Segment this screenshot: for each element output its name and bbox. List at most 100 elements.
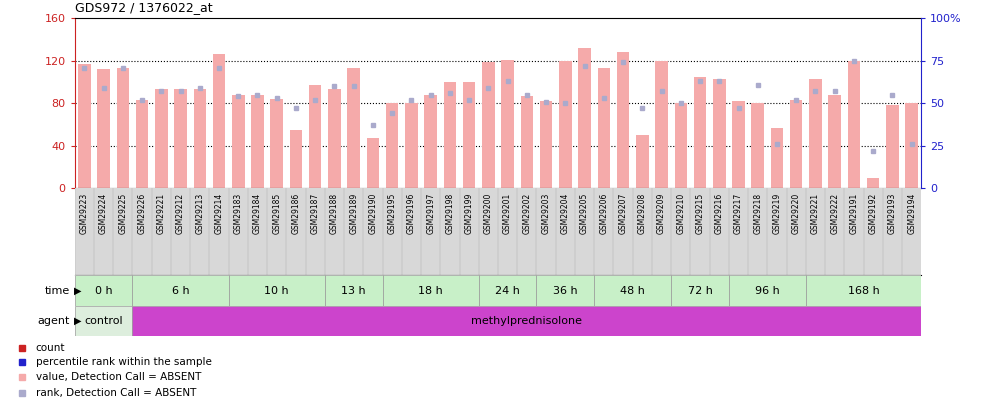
Bar xyxy=(193,90,206,188)
Text: GSM29213: GSM29213 xyxy=(195,193,204,234)
Text: 18 h: 18 h xyxy=(418,286,443,296)
Text: percentile rank within the sample: percentile rank within the sample xyxy=(36,357,211,367)
Bar xyxy=(752,103,764,188)
Text: GSM29224: GSM29224 xyxy=(99,193,108,234)
Text: control: control xyxy=(85,316,123,326)
Text: GSM29207: GSM29207 xyxy=(619,193,627,234)
Bar xyxy=(251,95,264,188)
Text: ▶: ▶ xyxy=(74,286,82,296)
Text: 36 h: 36 h xyxy=(553,286,578,296)
Bar xyxy=(537,275,595,306)
Bar xyxy=(75,275,132,306)
Text: GSM29183: GSM29183 xyxy=(234,193,243,234)
Text: GSM29184: GSM29184 xyxy=(253,193,262,234)
Text: GSM29221: GSM29221 xyxy=(811,193,820,234)
Text: GSM29226: GSM29226 xyxy=(137,193,146,234)
Bar xyxy=(579,48,591,188)
Text: GSM29204: GSM29204 xyxy=(561,193,570,234)
Bar xyxy=(790,100,803,188)
Text: 72 h: 72 h xyxy=(687,286,712,296)
Text: GSM29200: GSM29200 xyxy=(484,193,493,234)
Text: GSM29195: GSM29195 xyxy=(387,193,396,234)
Text: GSM29219: GSM29219 xyxy=(773,193,782,234)
Text: GSM29220: GSM29220 xyxy=(792,193,801,234)
Text: GSM29193: GSM29193 xyxy=(888,193,897,234)
Bar xyxy=(155,90,167,188)
Text: GSM29190: GSM29190 xyxy=(369,193,377,234)
Bar xyxy=(905,103,918,188)
Bar xyxy=(806,275,921,306)
Text: GSM29198: GSM29198 xyxy=(445,193,454,234)
Bar xyxy=(674,103,687,188)
Bar xyxy=(117,68,129,188)
Text: GSM29222: GSM29222 xyxy=(831,193,840,234)
Bar xyxy=(367,139,379,188)
Bar xyxy=(382,275,479,306)
Text: GDS972 / 1376022_at: GDS972 / 1376022_at xyxy=(75,1,212,14)
Bar xyxy=(886,105,898,188)
Bar xyxy=(229,275,325,306)
Text: 6 h: 6 h xyxy=(171,286,189,296)
Bar xyxy=(867,178,879,188)
Text: agent: agent xyxy=(37,316,70,326)
Text: GSM29212: GSM29212 xyxy=(176,193,185,234)
Text: time: time xyxy=(45,286,70,296)
Bar xyxy=(501,60,514,188)
Bar xyxy=(424,95,437,188)
Text: GSM29185: GSM29185 xyxy=(272,193,281,234)
Bar xyxy=(463,82,475,188)
Bar xyxy=(78,64,91,188)
Bar xyxy=(559,61,572,188)
Text: GSM29189: GSM29189 xyxy=(350,193,359,234)
Text: GSM29218: GSM29218 xyxy=(753,193,762,234)
Text: GSM29209: GSM29209 xyxy=(657,193,666,234)
Text: GSM29188: GSM29188 xyxy=(330,193,339,234)
Text: GSM29197: GSM29197 xyxy=(426,193,435,234)
Text: GSM29215: GSM29215 xyxy=(695,193,704,234)
Bar xyxy=(132,275,229,306)
Text: GSM29192: GSM29192 xyxy=(869,193,877,234)
Bar xyxy=(479,275,537,306)
Text: rank, Detection Call = ABSENT: rank, Detection Call = ABSENT xyxy=(36,388,196,399)
Text: GSM29216: GSM29216 xyxy=(715,193,724,234)
Bar xyxy=(309,85,322,188)
Bar xyxy=(443,82,456,188)
Bar xyxy=(829,95,841,188)
Bar xyxy=(848,61,861,188)
Text: GSM29194: GSM29194 xyxy=(907,193,916,234)
Bar xyxy=(521,96,533,188)
Bar xyxy=(98,69,110,188)
Text: GSM29205: GSM29205 xyxy=(580,193,589,234)
Bar xyxy=(595,275,671,306)
Bar xyxy=(713,79,725,188)
Text: GSM29187: GSM29187 xyxy=(311,193,320,234)
Text: GSM29201: GSM29201 xyxy=(503,193,512,234)
Text: 13 h: 13 h xyxy=(342,286,366,296)
Bar xyxy=(271,99,283,188)
Bar xyxy=(75,306,132,336)
Bar xyxy=(771,128,783,188)
Bar xyxy=(213,54,225,188)
Bar xyxy=(232,95,244,188)
Text: 10 h: 10 h xyxy=(264,286,289,296)
Bar xyxy=(174,90,187,188)
Text: 96 h: 96 h xyxy=(755,286,780,296)
Text: count: count xyxy=(36,343,65,353)
Bar xyxy=(598,68,611,188)
Bar xyxy=(348,68,360,188)
Bar xyxy=(617,52,629,188)
Text: GSM29203: GSM29203 xyxy=(542,193,551,234)
Text: GSM29186: GSM29186 xyxy=(292,193,301,234)
Text: GSM29210: GSM29210 xyxy=(676,193,685,234)
Bar xyxy=(671,275,729,306)
Bar xyxy=(325,275,382,306)
Bar xyxy=(694,77,706,188)
Text: GSM29191: GSM29191 xyxy=(850,193,859,234)
Text: GSM29206: GSM29206 xyxy=(600,193,609,234)
Bar xyxy=(385,103,398,188)
Text: value, Detection Call = ABSENT: value, Detection Call = ABSENT xyxy=(36,372,201,382)
Text: 48 h: 48 h xyxy=(621,286,645,296)
Text: GSM29202: GSM29202 xyxy=(522,193,531,234)
Text: GSM29214: GSM29214 xyxy=(214,193,223,234)
Text: 168 h: 168 h xyxy=(848,286,879,296)
